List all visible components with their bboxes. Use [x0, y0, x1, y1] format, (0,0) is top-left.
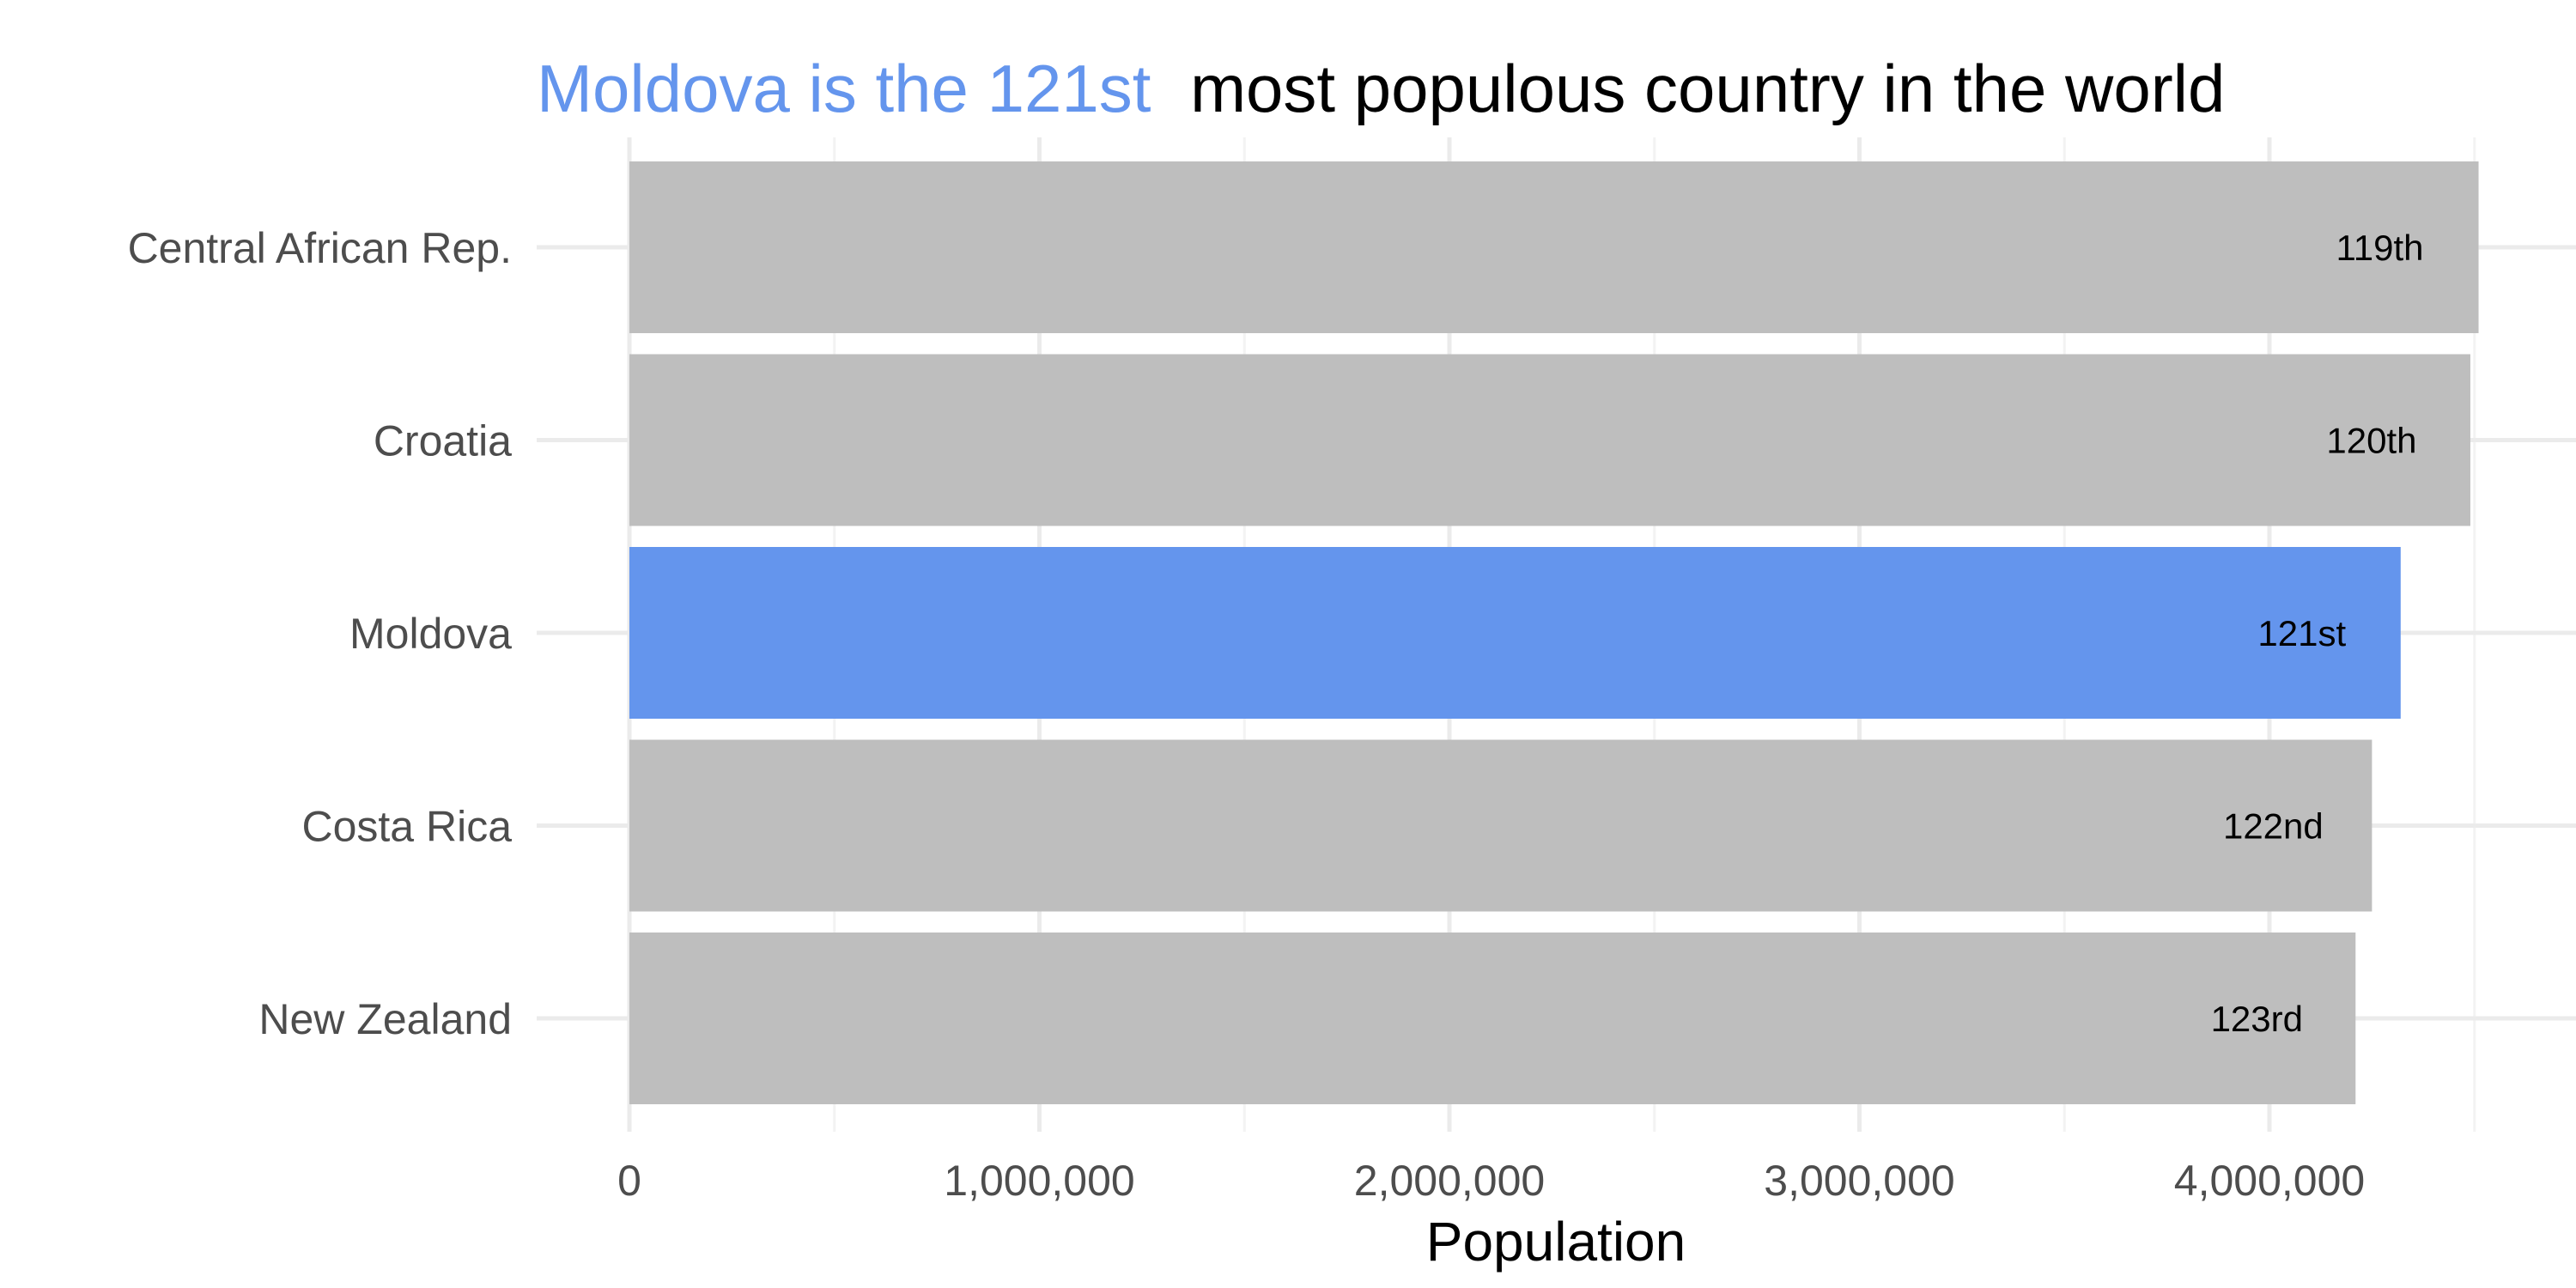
bar-central-african-rep: [629, 161, 2479, 333]
x-tick-label: 3,000,000: [1764, 1157, 1954, 1205]
bar-labels-layer: 119th 120th 121st 122nd 123rd: [2211, 228, 2424, 1039]
y-tick-label: Moldova: [349, 610, 512, 658]
bar-new-zealand: [629, 933, 2356, 1104]
x-axis: 0 1,000,000 2,000,000 3,000,000 4,000,000: [617, 1157, 2365, 1205]
bars-layer: [629, 161, 2479, 1104]
bar-rank-label: 121st: [2257, 613, 2346, 653]
y-tick-label: New Zealand: [258, 995, 512, 1043]
x-axis-label: Population: [1426, 1211, 1686, 1273]
x-tick-label: 0: [617, 1157, 641, 1205]
bar-rank-label: 120th: [2326, 421, 2416, 461]
bar-croatia: [629, 354, 2470, 526]
title-highlight: Moldova is the 121st: [537, 51, 1151, 126]
title-rest: most populous country in the world: [1190, 51, 2225, 126]
y-tick-label: Croatia: [374, 417, 512, 465]
bar-costa-rica: [629, 739, 2372, 912]
x-tick-label: 2,000,000: [1354, 1157, 1545, 1205]
y-tick-label: Central African Rep.: [128, 224, 512, 272]
x-tick-label: 1,000,000: [944, 1157, 1134, 1205]
y-tick-label: Costa Rica: [301, 803, 512, 851]
y-axis: Central African Rep. Croatia Moldova Costa …: [128, 224, 513, 1043]
x-tick-label: 4,000,000: [2174, 1157, 2365, 1205]
chart-title: Moldova is the 121st most populous count…: [537, 51, 2225, 126]
bar-rank-label: 119th: [2336, 228, 2424, 268]
bar-rank-label: 123rd: [2211, 999, 2303, 1039]
bar-rank-label: 122nd: [2223, 806, 2324, 847]
bar-moldova: [629, 547, 2401, 719]
